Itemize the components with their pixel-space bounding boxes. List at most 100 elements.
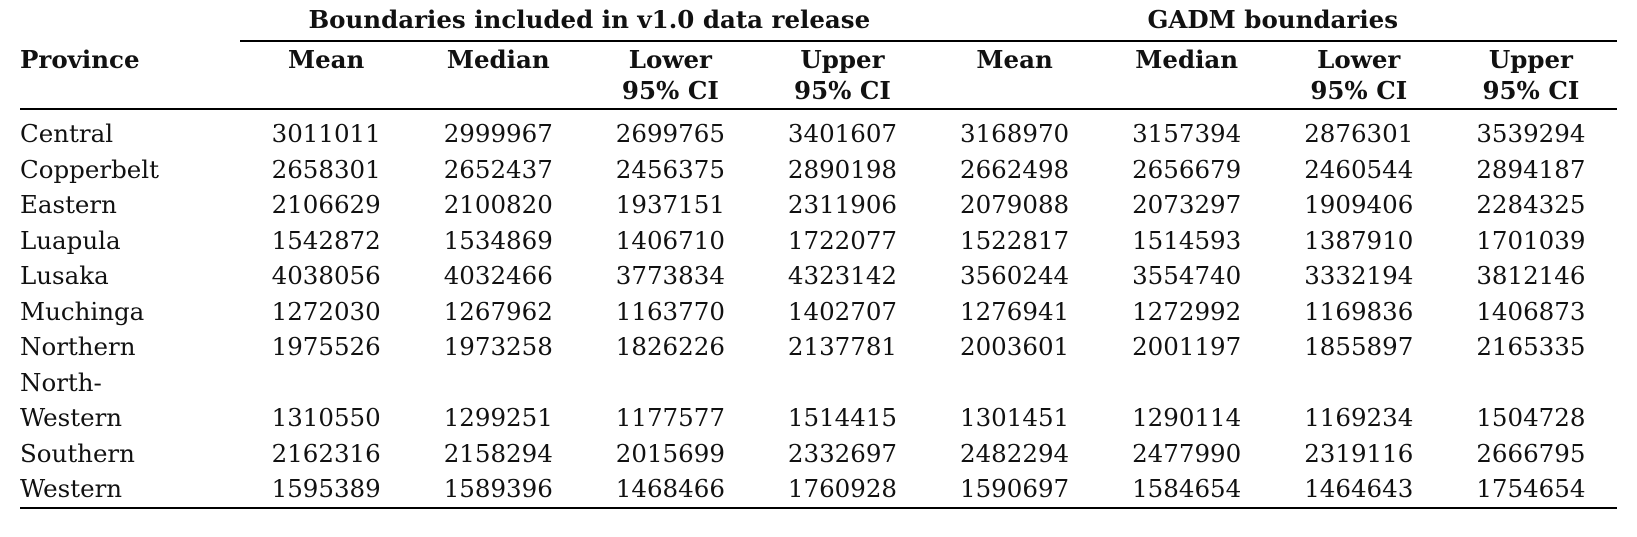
table-cell: 2284325 (1476, 190, 1586, 219)
table-cell: 3560244 (960, 261, 1070, 290)
table-cell: 1973258 (443, 332, 553, 361)
table-cell: 1722077 (787, 225, 898, 255)
group-header-gadm: GADM boundaries (1147, 5, 1399, 34)
column-header-line: Median (1135, 45, 1239, 74)
province-name-line: Southern (20, 438, 135, 468)
province-name: Lusaka (20, 258, 240, 294)
empty-corner (20, 0, 240, 41)
column-header-line: Upper (800, 45, 885, 74)
column-header-line: Mean (287, 45, 365, 74)
column-header-v1-upper-95-ci: Upper 95% CI (756, 42, 929, 110)
province-name: Muchinga (20, 294, 240, 330)
table-cell: 1589396 (412, 471, 585, 509)
table-cell: 1169836 (1304, 296, 1414, 326)
table-cell: 1760928 (756, 471, 929, 509)
table-cell: 1590697 (928, 471, 1101, 509)
table-row: Eastern 2106629 2100820 1937151 2311906 20790… (20, 187, 1617, 223)
province-name-line: Central (20, 119, 114, 148)
table-cell: 2656679 (1132, 154, 1242, 184)
table-cell: 1468466 (584, 471, 757, 509)
province-name: Central (20, 109, 240, 152)
province-name-line: Muchinga (20, 296, 145, 326)
table-cell: 1855897 (1304, 332, 1414, 361)
table-cell: 1504728 (1476, 403, 1586, 432)
table-cell: 1299251 (443, 403, 553, 432)
table-cell: 2311906 (787, 190, 898, 219)
province-name-line: Western (20, 474, 123, 503)
table-cell: 3332194 (1304, 261, 1414, 290)
table-cell: 1595389 (240, 471, 413, 509)
table-cell: 1387910 (1304, 225, 1414, 255)
column-header-gadm-mean: Mean (928, 42, 1101, 110)
province-name: Southern (20, 436, 240, 472)
table-row: Western 1595389 1589396 1468466 1760928 15906… (20, 471, 1617, 509)
table-cell: 1584654 (1100, 471, 1273, 509)
table-cell: 1301451 (960, 403, 1070, 432)
province-name-line: Western (20, 403, 123, 432)
table-cell: 1975526 (271, 332, 381, 361)
table-cell: 1937151 (615, 190, 725, 219)
province-name: Northern (20, 329, 240, 365)
table-cell: 2652437 (443, 154, 553, 184)
table-cell: 2999967 (443, 119, 553, 148)
column-header-v1-lower-95-ci: Lower 95% CI (584, 42, 757, 110)
table-cell: 3157394 (1132, 119, 1242, 148)
table-cell: 3011011 (271, 119, 381, 148)
table-cell: 2319116 (1304, 438, 1414, 468)
table-cell: 1310550 (271, 403, 381, 432)
table-row: Copperbelt 2658301 2652437 2456375 2890198 26… (20, 152, 1617, 188)
table-cell: 2482294 (960, 438, 1070, 468)
table-cell: 1272992 (1132, 296, 1242, 326)
table-row: Southern 2162316 2158294 2015699 2332697 2482… (20, 436, 1617, 472)
table-cell: 1276941 (960, 296, 1070, 326)
table-cell: 2162316 (271, 438, 381, 468)
province-header: Province (20, 42, 241, 110)
table-cell: 1177577 (615, 403, 725, 432)
province-name: Eastern (20, 187, 240, 223)
table-cell: 2890198 (787, 154, 898, 184)
table-cell: 2015699 (615, 438, 725, 468)
table-cell: 3812146 (1476, 261, 1586, 290)
table-cell: 2165335 (1476, 332, 1586, 361)
table-cell: 2477990 (1132, 438, 1242, 468)
table-cell: 1464643 (1272, 471, 1445, 509)
table-cell: 1909406 (1304, 190, 1414, 219)
table-cell: 2894187 (1476, 154, 1586, 184)
table-cell: 2460544 (1304, 154, 1414, 184)
table-cell: 2658301 (271, 154, 381, 184)
column-header-line: 95% CI (1482, 76, 1580, 105)
table-cell: 3554740 (1132, 261, 1242, 290)
province-name-line: North- (20, 367, 102, 397)
table-cell: 1163770 (615, 296, 725, 326)
table-cell: 1402707 (787, 296, 898, 326)
table-cell: 2079088 (960, 190, 1070, 219)
column-header-gadm-median: Median (1100, 42, 1273, 110)
column-header-line: 95% CI (621, 76, 719, 105)
table-cell: 1534869 (443, 225, 553, 255)
table-cell: 2699765 (615, 119, 725, 148)
column-header-gadm-upper-95-ci: Upper 95% CI (1444, 42, 1617, 110)
column-header-gadm-lower-95-ci: Lower 95% CI (1272, 42, 1445, 110)
population-table-container: Boundaries included in v1.0 data release… (20, 0, 1617, 509)
table-cell: 1169234 (1304, 403, 1414, 432)
table-cell: 2332697 (787, 438, 898, 468)
table-row: Luapula 1542872 1534869 1406710 1722077 15228… (20, 223, 1617, 259)
table-cell: 3401607 (787, 119, 898, 148)
column-header-line: Lower (1317, 45, 1401, 74)
table-cell: 2073297 (1132, 190, 1242, 219)
province-name: North- Western (20, 365, 240, 436)
province-name-line: Eastern (20, 190, 117, 219)
table-cell: 4323142 (787, 261, 898, 290)
column-header-v1-median: Median (412, 42, 585, 110)
column-header-line: 95% CI (794, 76, 891, 105)
table-row: Northern 1975526 1973258 1826226 2137781 2003… (20, 329, 1617, 365)
table-cell: 2003601 (960, 332, 1070, 361)
column-header-line: 95% CI (1310, 76, 1408, 105)
table-cell: 1542872 (271, 225, 381, 255)
table-cell: 2876301 (1304, 119, 1414, 148)
table-cell: 1290114 (1132, 403, 1242, 432)
table-cell: 2662498 (960, 154, 1070, 184)
table-cell: 1701039 (1476, 225, 1586, 255)
table-cell: 1754654 (1444, 471, 1617, 509)
column-header-line: Lower (628, 45, 712, 74)
